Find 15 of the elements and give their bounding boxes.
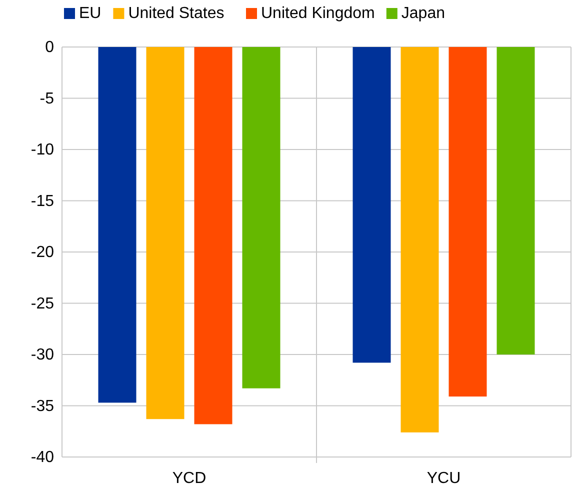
legend-label: United States	[128, 5, 224, 22]
y-tick-label: -25	[30, 295, 54, 312]
y-tick-label: -30	[30, 346, 54, 364]
y-tick-label: -10	[30, 142, 54, 158]
legend-label: EU	[79, 5, 102, 22]
y-tick-label: -5	[40, 90, 54, 108]
legend-label: United Kingdom	[261, 5, 375, 22]
legend-label: Japan	[401, 5, 445, 22]
y-tick-label: -40	[30, 449, 54, 466]
x-tick-label: YCD	[172, 470, 206, 487]
x-tick-label: YCU	[426, 470, 461, 487]
y-tick-label: -15	[30, 192, 54, 210]
y-tick-label: -35	[30, 398, 54, 415]
y-tick-label: -20	[30, 244, 54, 261]
y-tick-label: 0	[45, 39, 54, 56]
